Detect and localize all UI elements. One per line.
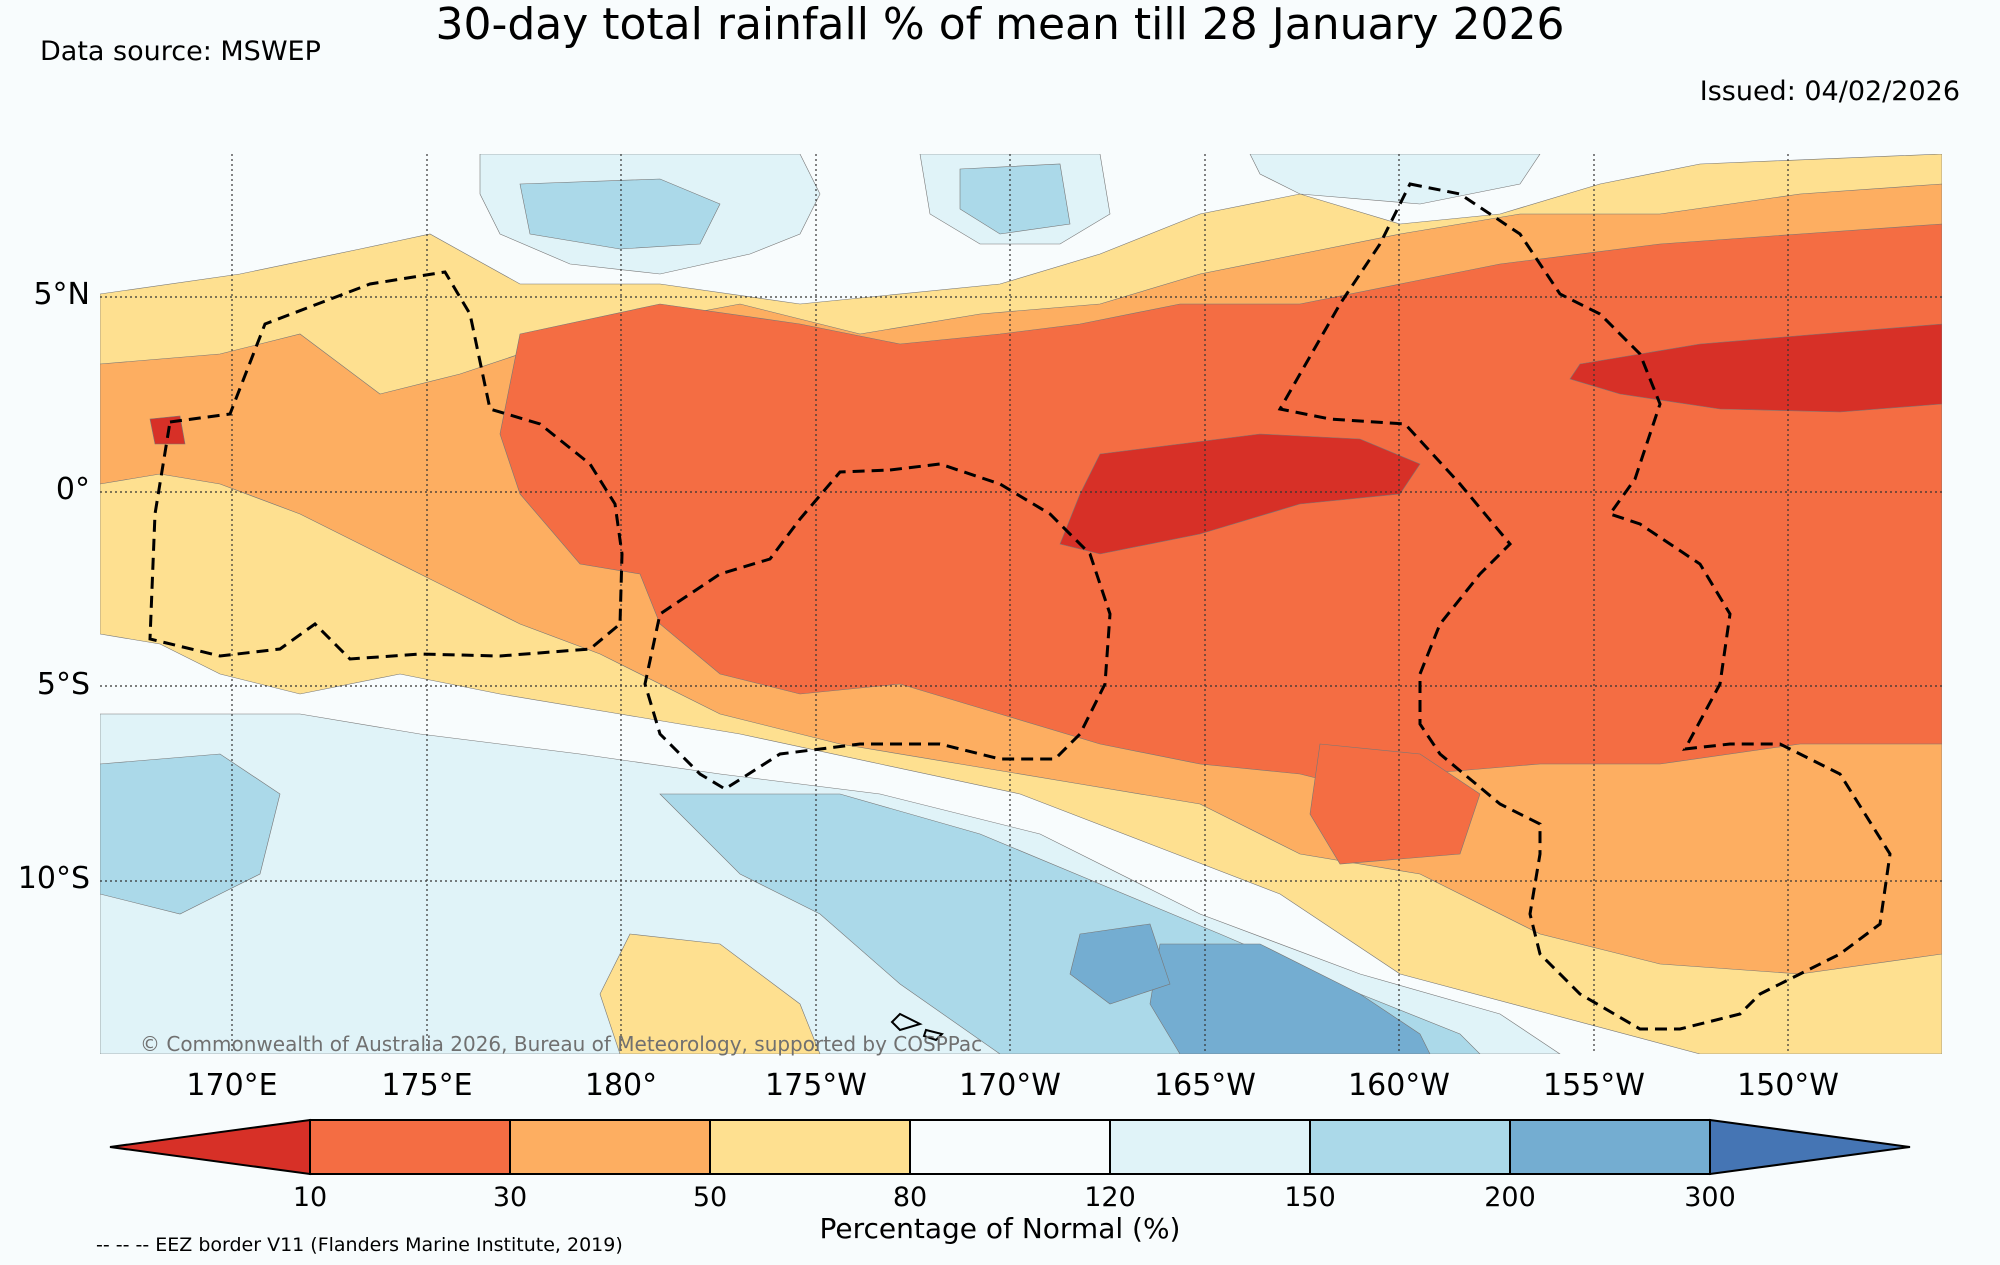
region-extremely-below-normal: [1059, 433, 1421, 555]
eez-kiribati-gilbert: [148, 270, 624, 661]
colorbar-30-50: [509, 1119, 711, 1175]
issued-date: Issued: 04/02/2026: [1699, 76, 1960, 107]
region-above-normal-north-4: [519, 178, 721, 250]
lon-label-165w: 165°W: [1154, 1068, 1256, 1103]
lon-label-175e: 175°E: [381, 1068, 473, 1103]
lon-label-170e: 170°E: [186, 1068, 278, 1103]
colorbar-tick-150: 150: [1284, 1182, 1336, 1213]
eez-tokelau-samoa: [643, 462, 1112, 791]
colorbar-title: Percentage of Normal (%): [819, 1212, 1181, 1245]
lon-label-150w: 150°W: [1737, 1068, 1839, 1103]
colorbar-tick-120: 120: [1084, 1182, 1136, 1213]
colorbar-tick-200: 200: [1484, 1182, 1536, 1213]
eez-legend-note: -- -- -- EEZ border V11 (Flanders Marine…: [96, 1234, 623, 1256]
colorbar-tick-50: 50: [692, 1182, 728, 1213]
region-much-wetter-south: [1149, 943, 1431, 1054]
graticule: [100, 154, 1942, 1054]
lat-label-10s: 10°S: [17, 861, 90, 896]
colorbar-lt10: [109, 1118, 311, 1176]
data-source: Data source: MSWEP: [40, 36, 321, 67]
lon-label-155w: 155°W: [1543, 1068, 1645, 1103]
eez-borders: [148, 182, 1892, 1031]
colorbar-80-120: [909, 1119, 1111, 1175]
lat-label-5s: 5°S: [36, 667, 90, 702]
rainfall-map: [100, 154, 1942, 1054]
colorbar-gt300: [1709, 1118, 1911, 1176]
colorbar: [109, 1118, 1911, 1176]
region-below-normal-se: [599, 933, 821, 1054]
colorbar-tick-30: 30: [492, 1182, 528, 1213]
copyright-notice: © Commonwealth of Australia 2026, Bureau…: [140, 1032, 983, 1056]
island-samoa: [890, 1012, 923, 1032]
eez-kiribati-line: [1277, 182, 1892, 1031]
region-severely-below-normal-2: [1309, 743, 1481, 865]
region-much-wetter-south-2: [1069, 923, 1171, 1005]
lon-label-160w: 160°W: [1348, 1068, 1450, 1103]
colorbar-tick-80: 80: [892, 1182, 928, 1213]
colorbar-50-80: [709, 1119, 911, 1175]
island-samoa-2: [922, 1028, 944, 1042]
map-title: 30-day total rainfall % of mean till 28 …: [435, 0, 1565, 50]
colorbar-tick-300: 300: [1684, 1182, 1736, 1213]
lat-label-5n: 5°N: [33, 277, 90, 312]
region-above-normal-north-3: [1249, 154, 1541, 205]
lon-label-170w: 170°W: [959, 1068, 1061, 1103]
lon-label-175w: 175°W: [765, 1068, 867, 1103]
colorbar-150-200: [1309, 1119, 1511, 1175]
region-extremely-below-normal-2: [1569, 323, 1942, 413]
lat-label-equator: 0°: [55, 472, 90, 507]
region-wetter-south: [100, 753, 281, 915]
colorbar-200-300: [1509, 1119, 1711, 1175]
colorbar-10-30: [309, 1119, 511, 1175]
colorbar-tick-10: 10: [292, 1182, 328, 1213]
region-wetter-north-5: [959, 163, 1071, 235]
colorbar-120-150: [1109, 1119, 1311, 1175]
islands: [890, 1012, 944, 1042]
lon-label-180: 180°: [584, 1068, 658, 1103]
